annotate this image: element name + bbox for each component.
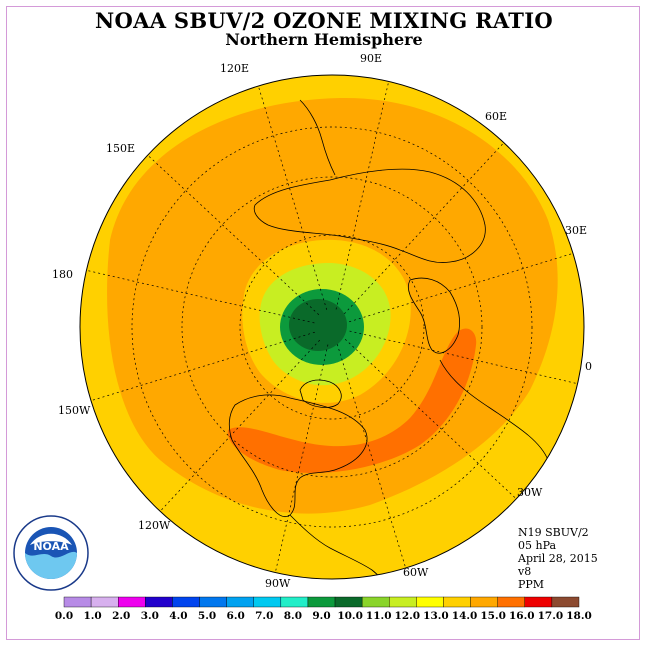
info-block: N19 SBUV/2 05 hPa April 28, 2015 v8 PPM xyxy=(518,526,598,591)
colorbar-tick-label: 3.0 xyxy=(141,610,159,622)
meridian-line xyxy=(274,344,329,573)
meridian-line xyxy=(344,142,505,315)
meridian-line xyxy=(349,330,578,385)
latitude-circles xyxy=(131,126,533,528)
colorbar-tick-label: 5.0 xyxy=(198,610,216,622)
ozone-band-15-16-east xyxy=(227,328,477,473)
noaa-logo: NOAA xyxy=(13,515,89,591)
lon-label-150w: 150W xyxy=(58,404,91,417)
colorbar-tick-label: 16.0 xyxy=(509,610,535,622)
colorbar-tick-label: 15.0 xyxy=(480,610,506,622)
colorbar-tick-label: 1.0 xyxy=(83,610,101,622)
figure-frame xyxy=(6,6,640,640)
colorbar-tick-label: 17.0 xyxy=(538,610,564,622)
lon-label-30e: 30E xyxy=(565,224,588,237)
colorbar-swatch xyxy=(416,596,444,608)
ozone-field xyxy=(107,97,558,514)
colorbar-tick-label: 6.0 xyxy=(227,610,245,622)
meridian-line xyxy=(344,339,517,500)
colorbar-tick-label: 0.0 xyxy=(55,610,73,622)
colorbar-tick-label: 10.0 xyxy=(337,610,363,622)
colorbar-tick-label: 7.0 xyxy=(255,610,273,622)
colorbar-tick-label: 8.0 xyxy=(284,610,302,622)
colorbar-swatch xyxy=(524,596,553,608)
lon-label-120e: 120E xyxy=(220,62,250,75)
colorbar-swatch xyxy=(497,596,525,608)
colorbar-tick-label: 2.0 xyxy=(112,610,130,622)
map-title: NOAA SBUV/2 OZONE MIXING RATIO xyxy=(95,8,553,33)
colorbar-tick-label: 18.0 xyxy=(566,610,592,622)
info-version: v8 xyxy=(518,565,532,578)
colorbar-swatch xyxy=(145,596,173,608)
lon-label-60e: 60E xyxy=(485,110,508,123)
colorbar-tick-label: 11.0 xyxy=(366,610,392,622)
meridian-line xyxy=(90,331,315,402)
lat-circle-60 xyxy=(181,176,483,478)
info-date: April 28, 2015 xyxy=(518,552,598,565)
polar-vortex-core xyxy=(289,299,347,351)
colorbar-tick-label: 13.0 xyxy=(423,610,449,622)
lon-label-120w: 120W xyxy=(138,519,171,532)
colorbar-tick-label: 4.0 xyxy=(169,610,187,622)
lon-label-60w: 60W xyxy=(403,566,429,579)
meridian-line xyxy=(159,339,320,512)
colorbar-swatch xyxy=(470,596,498,608)
meridian-line xyxy=(349,252,574,323)
colorbar-tick-label: 12.0 xyxy=(395,610,421,622)
colorbar-swatch xyxy=(334,596,363,608)
colorbar-tick-label: 14.0 xyxy=(452,610,478,622)
colorbar-swatch xyxy=(226,596,254,608)
lon-label-90e: 90E xyxy=(360,52,383,65)
info-units: PPM xyxy=(518,578,545,591)
colorbar-tick-label: 9.0 xyxy=(312,610,330,622)
info-pressure: 05 hPa xyxy=(518,539,557,552)
meridian-line xyxy=(257,85,328,310)
lon-label-180: 180 xyxy=(52,268,73,281)
colorbar-swatch xyxy=(253,596,282,608)
colorbar: 0.0 1.0 2.0 3.0 4.0 5.0 6.0 7.0 8.0 9.0 10.0 11.0 12… xyxy=(55,596,592,622)
colorbar-swatch xyxy=(280,596,309,608)
info-satellite: N19 SBUV/2 xyxy=(518,526,589,539)
lon-label-30w: 30W xyxy=(517,486,543,499)
map-subtitle: Northern Hemisphere xyxy=(225,30,423,49)
colorbar-swatch xyxy=(199,596,227,608)
lat-circle-80 xyxy=(239,234,425,420)
colorbar-swatch xyxy=(118,596,146,608)
colorbar-swatch xyxy=(443,596,471,608)
map-border xyxy=(79,74,585,580)
colorbar-swatch xyxy=(172,596,200,608)
lon-label-90w: 90W xyxy=(265,577,291,590)
noaa-logo-text: NOAA xyxy=(33,540,69,553)
meridian-line xyxy=(336,344,407,569)
colorbar-swatch xyxy=(63,596,92,608)
meridian-line xyxy=(86,269,315,324)
colorbar-swatch xyxy=(90,596,119,608)
meridians xyxy=(86,81,578,573)
lat-circle-30 xyxy=(131,126,533,528)
meridian-line xyxy=(147,154,320,315)
colorbar-swatch xyxy=(389,596,417,608)
colorbar-swatch xyxy=(307,596,336,608)
colorbar-swatch xyxy=(361,596,390,608)
colorbar-swatch xyxy=(551,596,580,608)
lon-label-150e: 150E xyxy=(106,142,136,155)
meridian-line xyxy=(335,81,390,310)
lon-label-0: 0 xyxy=(585,360,592,373)
